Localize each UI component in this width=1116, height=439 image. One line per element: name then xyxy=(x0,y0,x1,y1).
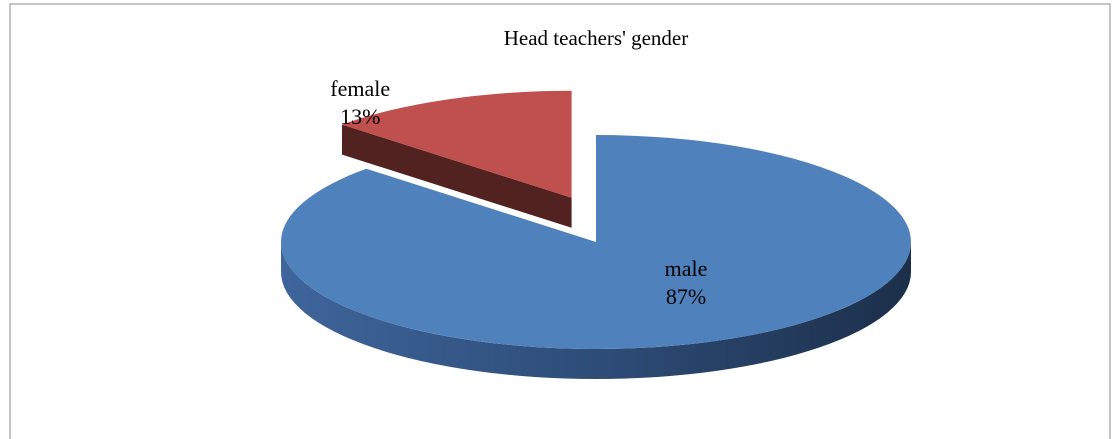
pie-slice xyxy=(341,90,572,198)
pie xyxy=(281,90,912,379)
slice-side xyxy=(341,124,572,228)
slice-value-label: 13% xyxy=(340,104,380,129)
slice-value-label: 87% xyxy=(666,284,706,309)
chart-title: Head teachers' gender xyxy=(504,26,689,50)
slice-category-label: male xyxy=(665,256,708,281)
slice-side xyxy=(281,242,911,379)
slice-category-label: female xyxy=(330,76,390,101)
pie-slice xyxy=(281,135,912,349)
